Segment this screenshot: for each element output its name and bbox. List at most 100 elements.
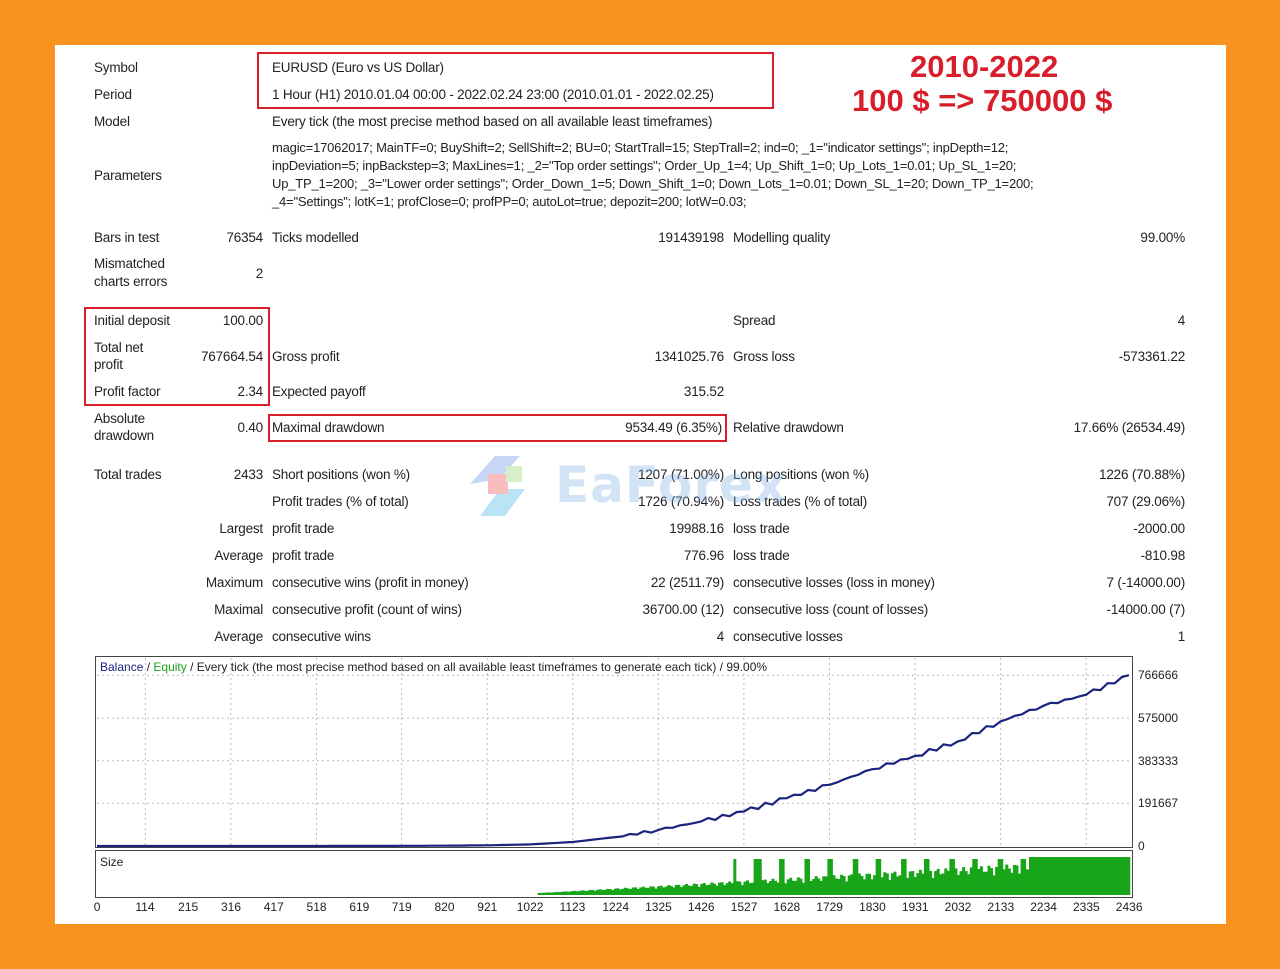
average-consecutive-wins-label: consecutive wins: [272, 629, 371, 644]
size-chart-plot: [537, 857, 1131, 895]
parameters-line-4: _4="Settings"; lotK=1; profClose=0; prof…: [272, 194, 747, 209]
size-bar: [700, 883, 704, 895]
spread-label: Spread: [733, 313, 776, 328]
x-tick-label: 417: [263, 900, 284, 914]
size-bar: [1015, 865, 1019, 895]
average-loss-value: -810.98: [1140, 548, 1186, 563]
size-bar: [763, 879, 767, 895]
x-tick-label: 1527: [730, 900, 758, 914]
y-tick-label: 766666: [1138, 668, 1179, 683]
size-bar: [631, 887, 635, 895]
size-bar: [730, 883, 734, 895]
size-bar: [753, 859, 757, 895]
size-bar: [761, 880, 765, 895]
size-bar: [667, 885, 671, 895]
size-bar: [588, 889, 592, 895]
x-tick-label: 619: [349, 900, 370, 914]
profit-factor-value: 2.34: [237, 384, 264, 399]
x-tick-label: 1224: [602, 900, 630, 914]
absolute-drawdown-label-2: drawdown: [94, 428, 154, 443]
profit-factor-label: Profit factor: [94, 384, 161, 399]
size-bar: [860, 875, 864, 895]
size-bar: [893, 871, 897, 895]
size-bar: [669, 886, 673, 895]
x-tick-label: 518: [306, 900, 327, 914]
size-bar: [718, 882, 722, 895]
expected-payoff-value: 315.52: [683, 384, 724, 399]
size-bar: [1023, 859, 1027, 895]
initial-deposit-value: 100.00: [222, 313, 263, 328]
maximal-consecutive-loss-value: -14000.00 (7): [1106, 602, 1186, 617]
model-label: Model: [94, 114, 130, 129]
size-bar: [725, 883, 729, 895]
size-bar: [728, 881, 732, 895]
size-bar: [929, 870, 933, 895]
x-tick-label: 2436: [1115, 900, 1143, 914]
size-bar: [880, 877, 884, 895]
size-bar: [593, 890, 597, 895]
size-bar: [710, 882, 714, 895]
loss-trades-value: 707 (29.06%): [1106, 494, 1185, 509]
y-tick-label: 0: [1138, 839, 1145, 853]
average2-label: Average: [214, 629, 263, 644]
size-bar: [926, 859, 930, 895]
long-positions-value: 1226 (70.88%): [1099, 467, 1185, 482]
size-bar: [570, 891, 574, 895]
mismatch-label-1: Mismatched: [94, 256, 165, 271]
quality-label: Modelling quality: [733, 230, 831, 245]
size-bar: [616, 888, 620, 895]
average-label: Average: [214, 548, 263, 563]
size-bar: [1025, 869, 1029, 895]
size-bar: [646, 887, 650, 895]
model-value: Every tick (the most precise method base…: [272, 114, 713, 129]
size-bar: [690, 886, 694, 895]
size-bar: [743, 881, 747, 895]
size-bar: [707, 884, 711, 895]
absolute-drawdown-label-1: Absolute: [94, 411, 145, 426]
size-bar: [618, 889, 622, 895]
size-bar: [895, 876, 899, 895]
size-bar: [590, 889, 594, 895]
average-profit-value: 776.96: [683, 548, 724, 563]
size-bar: [580, 890, 584, 895]
size-bar: [733, 859, 737, 895]
size-bar: [878, 859, 882, 895]
size-bar: [883, 872, 887, 895]
size-bar: [784, 883, 788, 895]
size-bar: [857, 873, 861, 895]
size-bar: [832, 875, 836, 895]
relative-drawdown-label: Relative drawdown: [733, 420, 844, 435]
x-tick-label: 1628: [773, 900, 801, 914]
size-bar: [1020, 859, 1024, 895]
symbol-label: Symbol: [94, 60, 138, 75]
size-bar: [771, 878, 775, 895]
loss-trades-label: Loss trades (% of total): [733, 494, 868, 509]
size-bar: [560, 891, 564, 895]
size-bar: [890, 873, 894, 895]
short-positions-label: Short positions (won %): [272, 467, 410, 482]
chart-legend: Balance / Equity / Every tick (the most …: [100, 660, 767, 674]
size-bar: [1010, 872, 1014, 895]
size-bar: [664, 886, 668, 895]
size-bar: [951, 859, 955, 895]
size-bar: [682, 885, 686, 895]
size-bar: [550, 892, 554, 895]
size-bar: [812, 879, 816, 895]
size-bar: [685, 884, 689, 895]
max-consecutive-wins-value: 22 (2511.79): [650, 575, 724, 590]
size-bar: [873, 875, 877, 895]
x-tick-label: 719: [391, 900, 412, 914]
size-bar: [603, 889, 607, 895]
balance-chart: [95, 656, 1133, 848]
size-bar: [677, 884, 681, 895]
size-bar: [865, 873, 869, 895]
size-bar: [855, 859, 859, 895]
size-bar: [547, 892, 551, 895]
average-loss-label: loss trade: [733, 548, 790, 563]
legend-balance: Balance: [100, 660, 144, 674]
size-bar: [766, 883, 770, 895]
size-bar: [662, 887, 666, 895]
size-bar: [949, 859, 953, 895]
size-bar: [997, 859, 1001, 895]
size-bar: [885, 873, 889, 895]
